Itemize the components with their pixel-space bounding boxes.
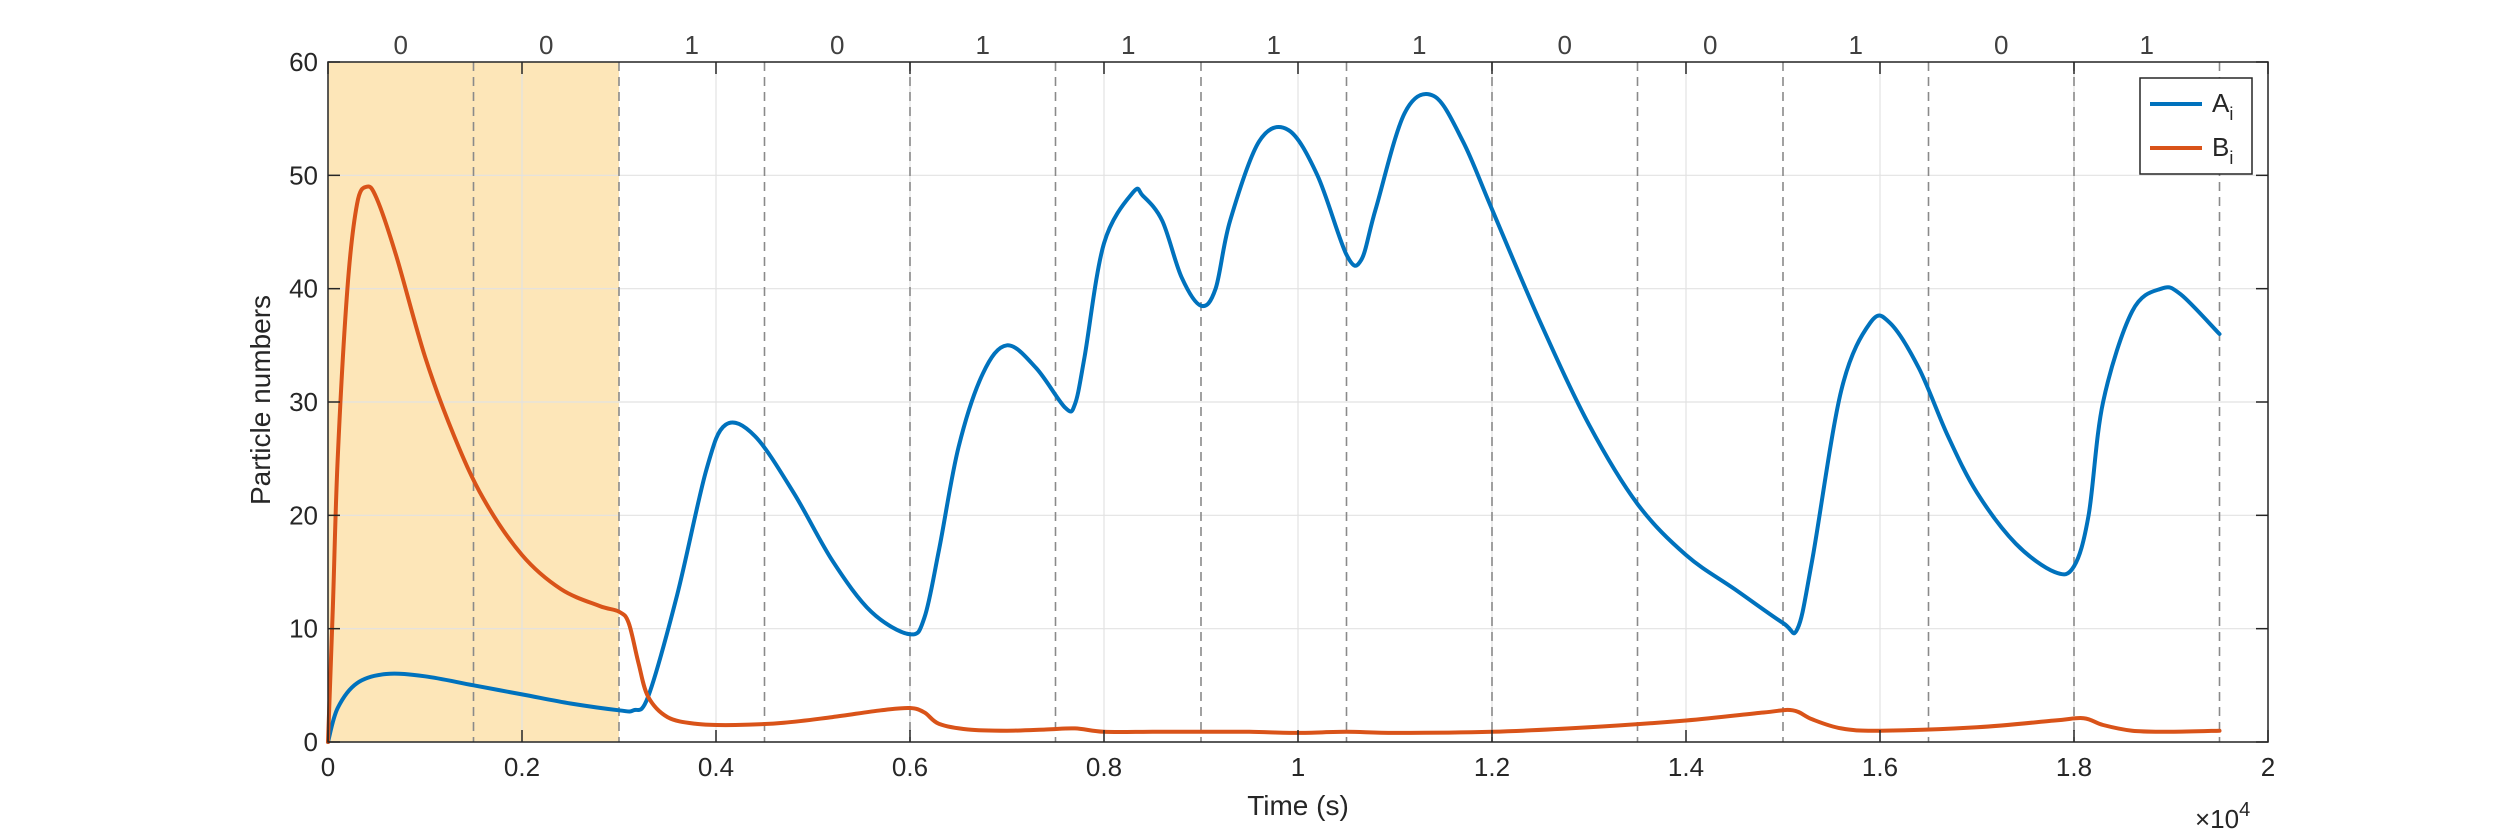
y-tick-label-5: 50 [289, 160, 318, 190]
axes-box [327, 61, 2269, 743]
x-tick-label-2: 0.4 [698, 752, 734, 782]
interval-label-9: 0 [1703, 30, 1717, 60]
x-axis-multiplier: ×104 [2195, 799, 2250, 833]
x-tick-label-9: 1.8 [2056, 752, 2092, 782]
legend: Ai Bi [2139, 77, 2253, 175]
interval-label-1: 0 [539, 30, 553, 60]
series-line-b [326, 184, 2222, 744]
y-tick-label-2: 20 [289, 500, 318, 530]
y-axis-label: Particle numbers [245, 295, 276, 505]
interval-labels: 0 0 1 0 1 1 1 1 0 0 1 0 1 [394, 30, 2154, 60]
interval-label-0: 0 [394, 30, 408, 60]
x-tick-label-5: 1 [1291, 752, 1305, 782]
legend-label-a: Ai [2212, 88, 2233, 124]
y-tick-label-4: 40 [289, 274, 318, 304]
interval-dashed-lines [472, 62, 2221, 742]
interval-label-4: 1 [976, 30, 990, 60]
interval-label-6: 1 [1267, 30, 1281, 60]
legend-label-b: Bi [2212, 132, 2233, 168]
interval-label-7: 1 [1412, 30, 1426, 60]
x-tick-label-6: 1.2 [1474, 752, 1510, 782]
y-tick-label-1: 10 [289, 614, 318, 644]
x-tick-label-8: 1.6 [1862, 752, 1898, 782]
y-tick-label-3: 30 [289, 387, 318, 417]
x-tick-labels: 0 0.2 0.4 0.6 0.8 1 1.2 1.4 1.6 1.8 2 [321, 752, 2275, 782]
x-tick-label-0: 0 [321, 752, 335, 782]
x-tick-label-10: 2 [2261, 752, 2275, 782]
x-tick-label-1: 0.2 [504, 752, 540, 782]
series-lines [326, 92, 2222, 744]
interval-label-8: 0 [1558, 30, 1572, 60]
series-line-a [326, 92, 2222, 744]
x-axis-label: Time (s) [1247, 790, 1349, 821]
x-tick-label-3: 0.6 [892, 752, 928, 782]
interval-label-12: 1 [2140, 30, 2154, 60]
interval-label-5: 1 [1121, 30, 1135, 60]
interval-label-3: 0 [830, 30, 844, 60]
y-tick-label-0: 0 [304, 727, 318, 757]
interval-label-10: 1 [1849, 30, 1863, 60]
interval-label-11: 0 [1994, 30, 2008, 60]
legend-box [2139, 77, 2253, 175]
x-tick-label-7: 1.4 [1668, 752, 1704, 782]
y-tick-label-6: 60 [289, 47, 318, 77]
x-tick-label-4: 0.8 [1086, 752, 1122, 782]
interval-label-2: 1 [685, 30, 699, 60]
y-tick-labels: 0 10 20 30 40 50 60 [289, 47, 318, 757]
